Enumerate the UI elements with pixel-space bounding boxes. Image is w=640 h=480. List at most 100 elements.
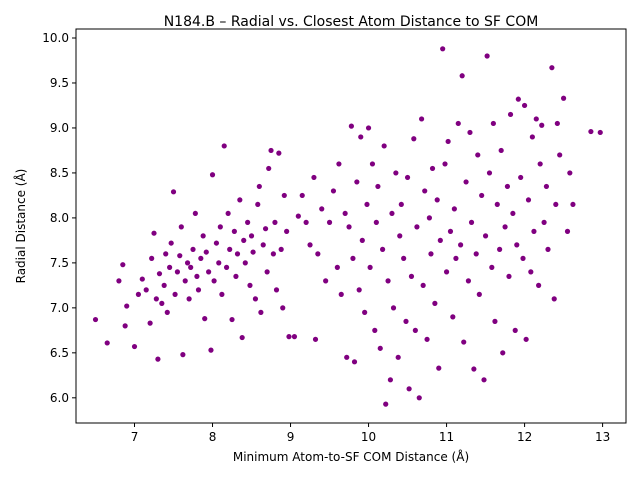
data-point: [453, 255, 459, 261]
data-point: [167, 264, 173, 270]
data-point: [344, 354, 350, 360]
data-point: [264, 269, 270, 275]
data-point: [412, 327, 418, 333]
data-point: [151, 230, 157, 236]
data-point: [437, 237, 443, 243]
data-point: [198, 255, 204, 261]
data-point: [393, 170, 399, 176]
data-point: [422, 188, 428, 194]
data-point: [159, 300, 165, 306]
data-point: [398, 201, 404, 208]
data-point: [351, 359, 358, 365]
data-point: [486, 170, 493, 176]
data-point: [180, 352, 186, 358]
data-point: [350, 255, 356, 261]
data-point: [219, 291, 225, 297]
data-point: [510, 210, 516, 217]
data-point: [426, 215, 432, 221]
data-point: [434, 197, 440, 203]
data-point: [92, 316, 99, 323]
data-point: [155, 356, 161, 362]
data-point: [443, 269, 450, 275]
data-point: [272, 219, 278, 225]
data-point: [188, 264, 194, 270]
data-point: [358, 134, 364, 140]
data-point: [312, 336, 319, 342]
x-tick-label: 7: [131, 430, 139, 444]
data-point: [131, 343, 138, 350]
data-point: [194, 273, 200, 279]
data-point: [190, 246, 196, 252]
data-point: [428, 251, 434, 257]
data-point: [420, 282, 426, 288]
data-point: [553, 201, 559, 208]
data-point: [481, 377, 487, 383]
data-point: [463, 179, 469, 185]
x-tick-label: 9: [287, 430, 295, 444]
data-point: [147, 320, 153, 326]
data-point: [543, 183, 550, 190]
data-point: [403, 318, 409, 324]
data-point: [364, 201, 370, 208]
data-point: [291, 334, 298, 340]
data-point: [419, 116, 425, 122]
data-point: [506, 273, 512, 279]
data-point: [229, 316, 235, 323]
x-axis-ticks: 7 8 9 10 11 12 13: [131, 423, 610, 444]
data-point: [356, 287, 362, 293]
data-point: [203, 249, 209, 255]
data-point: [172, 291, 178, 297]
data-point: [334, 264, 340, 270]
data-point: [467, 129, 473, 136]
data-point: [346, 224, 352, 230]
data-point: [365, 125, 372, 131]
data-point: [537, 161, 543, 167]
data-point: [299, 192, 305, 199]
data-point: [270, 251, 276, 257]
data-point: [381, 143, 387, 149]
data-point: [295, 213, 301, 219]
data-point: [280, 305, 286, 311]
data-point: [507, 111, 514, 118]
data-point: [211, 278, 217, 284]
data-point: [262, 226, 269, 232]
data-point: [206, 269, 212, 275]
data-point: [525, 197, 532, 203]
data-point: [209, 172, 216, 178]
data-point: [252, 296, 259, 302]
data-point: [182, 278, 188, 284]
data-point: [436, 365, 442, 371]
data-point: [479, 192, 485, 199]
data-point: [163, 251, 169, 257]
data-point: [502, 224, 508, 230]
data-point: [223, 264, 230, 270]
data-point: [408, 273, 415, 279]
data-point: [153, 296, 159, 302]
y-tick-label: 8.5: [50, 166, 69, 180]
data-point: [489, 264, 495, 270]
y-tick-label: 10.0: [42, 31, 69, 45]
data-point: [139, 276, 145, 282]
data-point: [541, 219, 547, 225]
data-point: [156, 271, 163, 277]
data-point: [372, 327, 378, 333]
data-point: [149, 255, 155, 261]
y-tick-label: 9.5: [50, 76, 69, 90]
data-point: [416, 395, 422, 401]
data-point: [461, 339, 467, 345]
data-point: [497, 246, 503, 252]
data-point: [200, 233, 206, 239]
data-point: [348, 123, 354, 129]
data-point: [248, 233, 255, 239]
data-point: [536, 282, 542, 288]
y-tick-label: 7.0: [50, 301, 69, 315]
data-point: [597, 129, 603, 136]
data-point: [326, 219, 333, 225]
data-point: [233, 273, 239, 279]
data-point: [231, 228, 237, 234]
data-point: [116, 278, 122, 284]
data-point: [143, 287, 149, 293]
data-point: [465, 278, 472, 284]
data-point: [450, 314, 456, 320]
